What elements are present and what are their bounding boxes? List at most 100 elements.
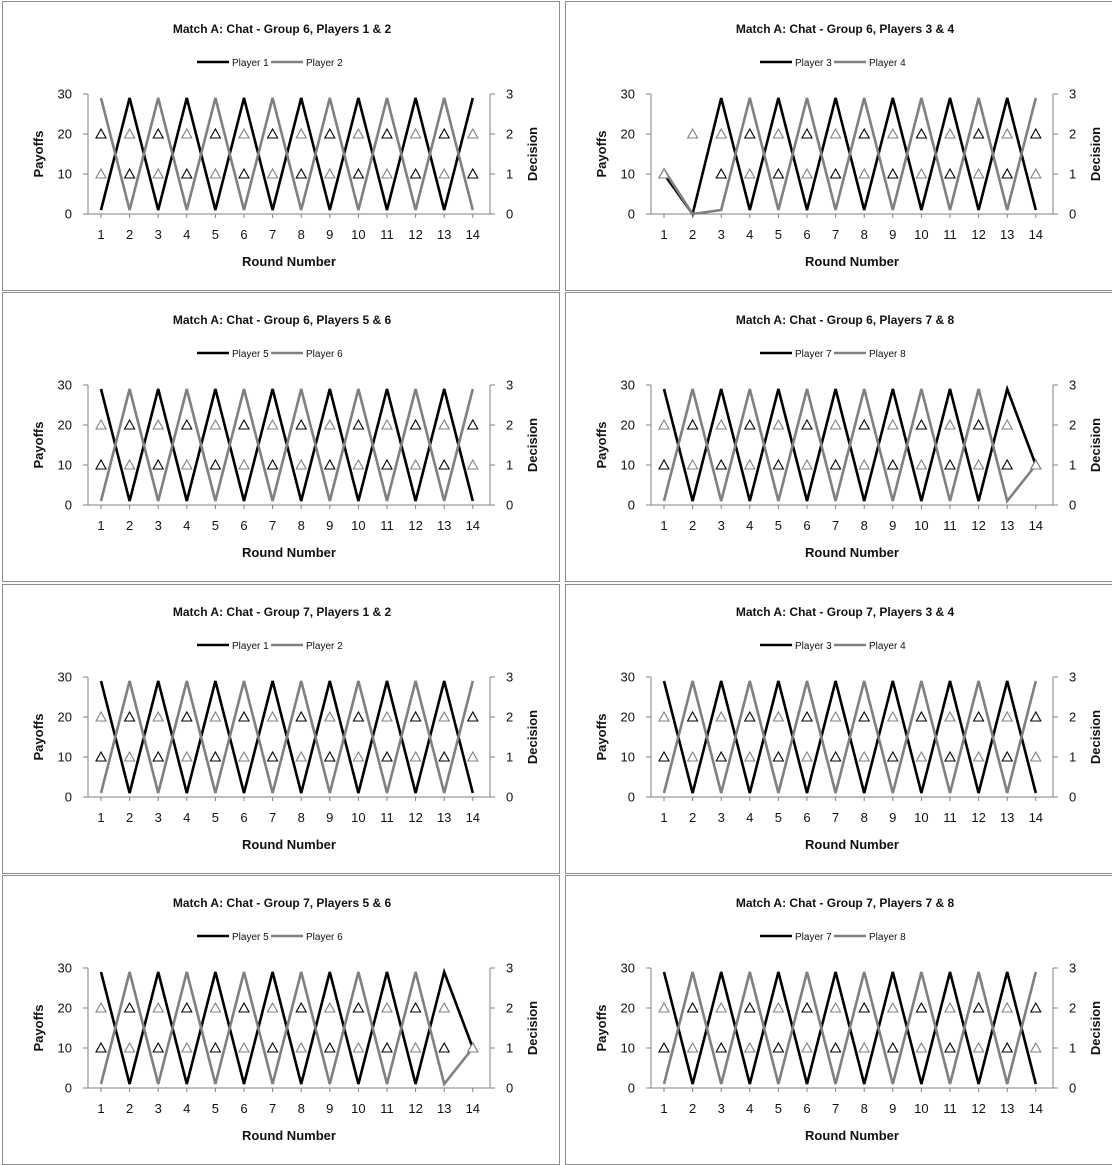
decision-marker (886, 710, 899, 722)
decision-marker (209, 710, 222, 722)
chart-title: Match A: Chat - Group 7, Players 5 & 6 (173, 896, 392, 910)
legend-label: Player 5 (232, 932, 269, 943)
decision-marker (658, 167, 670, 179)
chart-title: Match A: Chat - Group 7, Players 3 & 4 (736, 605, 955, 619)
decision-marker (295, 750, 308, 762)
decision-marker (352, 750, 365, 762)
decision-marker (886, 127, 899, 139)
decision-marker (466, 750, 479, 762)
x-tick-label: 11 (943, 227, 957, 242)
y-axis-title-right: Decision (1088, 127, 1103, 181)
y-left-tick-label: 0 (65, 790, 72, 805)
decision-marker (352, 1041, 365, 1053)
decision-marker (829, 418, 842, 430)
decision-marker (658, 710, 670, 722)
y-right-tick-label: 2 (506, 418, 513, 433)
x-tick-label: 11 (380, 810, 394, 825)
x-tick-label: 12 (971, 810, 985, 825)
decision-marker (409, 710, 422, 722)
decision-marker (743, 710, 756, 722)
y-right-tick-label: 2 (506, 127, 513, 142)
y-right-tick-label: 0 (506, 1081, 513, 1096)
x-tick-label: 5 (775, 1101, 782, 1116)
x-tick-label: 9 (889, 810, 896, 825)
decision-marker (944, 710, 956, 722)
decision-marker (209, 1001, 222, 1013)
decision-marker (352, 127, 365, 139)
legend-label: Player 2 (306, 58, 343, 69)
x-tick-label: 5 (775, 518, 782, 533)
decision-marker (295, 127, 308, 139)
legend-label: Player 1 (232, 641, 269, 652)
x-tick-label: 10 (914, 518, 928, 533)
x-axis-title: Round Number (805, 837, 899, 852)
decision-marker (352, 167, 365, 179)
chart-title: Match A: Chat - Group 6, Players 1 & 2 (173, 22, 392, 36)
chart-title: Match A: Chat - Group 6, Players 5 & 6 (173, 313, 392, 327)
chart-svg: Match A: Chat - Group 7, Players 5 & 6 Pl… (31, 896, 540, 1143)
decision-marker (915, 1041, 928, 1053)
decision-marker (944, 127, 956, 139)
decision-marker (95, 1001, 107, 1013)
decision-marker (715, 1041, 728, 1053)
decision-marker (438, 750, 451, 762)
x-tick-label: 1 (97, 227, 104, 242)
decision-marker (772, 167, 785, 179)
series-line (99, 388, 475, 502)
decision-marker (658, 458, 670, 470)
decision-marker (295, 1001, 308, 1013)
x-axis-title: Round Number (805, 1128, 899, 1143)
chart-panel: Match A: Chat - Group 6, Players 5 & 6 Pl… (2, 292, 560, 582)
x-tick-label: 10 (351, 1101, 365, 1116)
x-tick-label: 3 (718, 810, 725, 825)
decision-marker (972, 710, 985, 722)
decision-marker (266, 127, 279, 139)
decision-marker (772, 127, 785, 139)
chart-panel: Match A: Chat - Group 7, Players 7 & 8 Pl… (565, 875, 1112, 1165)
decision-marker (438, 418, 451, 430)
y-axis-title-left: Payoffs (31, 131, 46, 178)
decision-marker (466, 710, 479, 722)
decision-marker (152, 750, 165, 762)
y-axis-title-left: Payoffs (594, 422, 609, 469)
y-right-tick-label: 0 (1069, 1081, 1076, 1096)
decision-marker (381, 1041, 393, 1053)
decision-marker (858, 1001, 871, 1013)
legend-label: Player 4 (869, 58, 906, 69)
decision-marker (180, 1041, 193, 1053)
decision-marker (858, 750, 871, 762)
legend-label: Player 7 (795, 349, 832, 360)
decision-marker (466, 1041, 479, 1053)
decision-marker (801, 127, 813, 139)
x-axis-title: Round Number (805, 545, 899, 560)
decision-marker (972, 1001, 985, 1013)
decision-marker (295, 167, 308, 179)
x-tick-label: 6 (240, 518, 247, 533)
x-tick-label: 2 (689, 1101, 696, 1116)
decision-marker (801, 750, 813, 762)
decision-marker (323, 418, 336, 430)
decision-marker (658, 418, 670, 430)
series-line (662, 680, 1038, 794)
x-tick-label: 1 (660, 1101, 667, 1116)
x-tick-label: 3 (155, 227, 162, 242)
series-line (99, 680, 475, 794)
decision-marker (409, 127, 422, 139)
y-left-tick-label: 20 (58, 418, 72, 433)
legend-label: Player 8 (869, 932, 906, 943)
chart-svg: Match A: Chat - Group 6, Players 1 & 2 Pl… (31, 22, 540, 269)
x-tick-label: 12 (408, 227, 422, 242)
y-left-tick-label: 0 (628, 207, 635, 222)
chart-panel: Match A: Chat - Group 7, Players 3 & 4 Pl… (565, 584, 1112, 874)
decision-marker (715, 750, 728, 762)
legend-label: Player 3 (795, 641, 832, 652)
decision-marker (658, 1001, 670, 1013)
x-tick-label: 14 (1029, 1101, 1043, 1116)
x-tick-label: 14 (466, 1101, 480, 1116)
x-tick-label: 1 (660, 227, 667, 242)
decision-marker (715, 167, 728, 179)
x-tick-label: 1 (660, 518, 667, 533)
decision-marker (686, 1041, 699, 1053)
x-tick-label: 9 (889, 1101, 896, 1116)
y-left-tick-label: 20 (58, 710, 72, 725)
